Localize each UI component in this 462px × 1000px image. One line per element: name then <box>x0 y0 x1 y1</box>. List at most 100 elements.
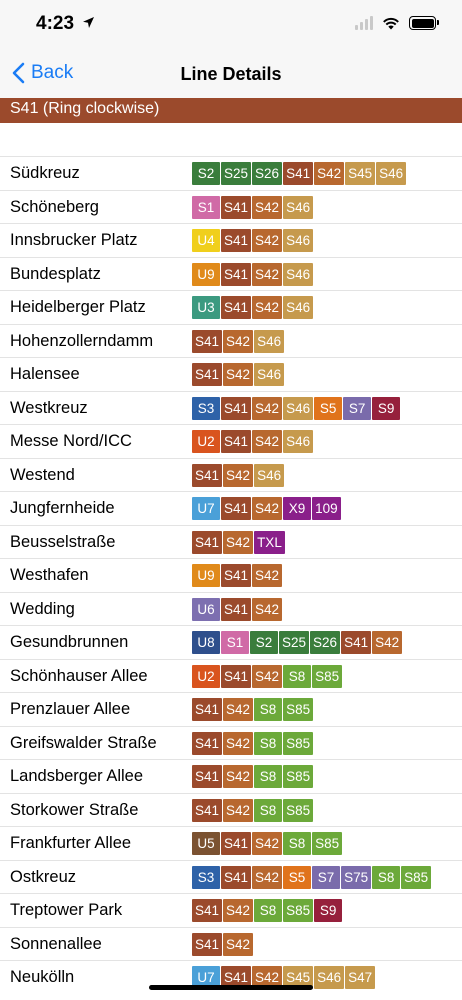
line-badge: S41 <box>221 262 252 286</box>
line-badge: S42 <box>252 597 283 621</box>
line-badge: S26 <box>252 162 283 185</box>
line-badge: S42 <box>252 966 283 989</box>
station-name: Greifswalder Straße <box>10 733 157 752</box>
line-badge: U6 <box>192 597 220 621</box>
line-badge: S42 <box>223 731 254 755</box>
line-badges: U9 S41 S42 S46 <box>192 262 314 286</box>
line-badge: S85 <box>283 899 314 922</box>
line-badge: S85 <box>283 698 314 721</box>
line-badge: S42 <box>314 162 345 185</box>
line-badge: S42 <box>252 396 283 420</box>
status-bar: 4:23 <box>0 0 462 50</box>
line-badge: S9 <box>372 396 401 420</box>
line-badges: S2 S25 S26 S41 S42 S45 S46 <box>192 162 407 185</box>
station-row[interactable]: Innsbrucker Platz U4 S41 S42 S46 <box>0 223 462 257</box>
line-badges: S41 S42 S46 <box>192 363 285 386</box>
station-name: Jungfernheide <box>10 499 115 517</box>
line-badge: S41 <box>221 832 252 855</box>
line-badge: S41 <box>192 698 223 721</box>
station-row[interactable]: Greifswalder Straße S41 S42 S8 S85 <box>0 725 462 760</box>
station-row[interactable]: Beusselstraße S41 S42 TXL <box>0 524 462 559</box>
station-row[interactable]: Hohenzollerndamm S41 S42 S46 <box>0 323 462 358</box>
line-badge: S42 <box>223 463 254 487</box>
station-row[interactable]: Prenzlauer Allee S41 S42 S8 S85 <box>0 692 462 726</box>
line-badge: X9 <box>283 497 312 520</box>
station-name: Westhafen <box>10 566 89 584</box>
station-row[interactable]: Neukölln U7 S41 S42 S45 S46 S47 <box>0 960 462 994</box>
navigation-bar: Back Line Details <box>0 50 462 98</box>
line-badge: S41 <box>341 631 372 654</box>
home-indicator[interactable] <box>149 985 313 990</box>
station-row[interactable]: Südkreuz S2 S25 S26 S41 S42 S45 S46 <box>0 156 462 190</box>
station-row[interactable]: Halensee S41 S42 S46 <box>0 357 462 391</box>
line-badges: U8 S1 S2 S25 S26 S41 S42 <box>192 631 403 654</box>
line-badge: S42 <box>252 195 283 219</box>
line-badge: S7 <box>343 396 372 420</box>
wifi-icon <box>383 17 399 30</box>
line-badge: S2 <box>250 631 278 654</box>
line-badge: S41 <box>283 162 314 185</box>
station-name: Treptower Park <box>10 901 123 919</box>
station-row[interactable]: Wedding U6 S41 S42 <box>0 591 462 626</box>
status-indicators <box>355 16 439 30</box>
line-badge: U4 <box>192 229 220 252</box>
line-badge: S75 <box>341 865 372 889</box>
line-badge: U8 <box>192 631 220 654</box>
line-badge: S26 <box>310 631 341 654</box>
line-badge: U5 <box>192 832 220 855</box>
station-row[interactable]: Storkower Straße S41 S42 S8 S85 <box>0 792 462 827</box>
station-row[interactable]: Sonnenallee S41 S42 <box>0 926 462 961</box>
line-badge: S8 <box>283 832 312 855</box>
station-row[interactable]: Schönhauser Allee U2 S41 S42 S8 S85 <box>0 658 462 693</box>
station-row[interactable]: Bundesplatz U9 S41 S42 S46 <box>0 256 462 291</box>
station-row[interactable]: Schöneberg S1 S41 S42 S46 <box>0 189 462 224</box>
line-badges: U7 S41 S42 S45 S46 S47 <box>192 966 376 989</box>
line-badge: S85 <box>283 731 314 755</box>
station-row[interactable]: Westend S41 S42 S46 <box>0 457 462 492</box>
line-badge: S46 <box>254 463 285 487</box>
line-badges: U2 S41 S42 S46 <box>192 430 314 453</box>
station-row[interactable]: Heidelberger Platz U3 S41 S42 S46 <box>0 290 462 324</box>
station-row[interactable]: Westkreuz S3 S41 S42 S46 S5 S7 S9 <box>0 390 462 425</box>
line-badges: S41 S42 S46 <box>192 329 285 353</box>
page-title: Line Details <box>180 64 282 84</box>
line-badge: S5 <box>314 396 343 420</box>
line-badge: S42 <box>223 363 254 386</box>
station-name: Neukölln <box>10 968 75 986</box>
line-badge: S1 <box>192 195 220 219</box>
line-badge: S8 <box>254 798 283 822</box>
line-badge: S8 <box>254 698 283 721</box>
line-badge: S41 <box>221 966 252 989</box>
line-badge: S25 <box>279 631 310 654</box>
line-badge: S41 <box>221 229 252 252</box>
station-name: Bundesplatz <box>10 264 101 283</box>
station-name: Hohenzollerndamm <box>10 331 154 350</box>
status-time: 4:23 <box>36 13 75 34</box>
line-badge: U2 <box>192 664 220 688</box>
line-badge: S5 <box>283 865 312 889</box>
line-header: S41 (Ring clockwise) <box>0 98 462 123</box>
battery-icon <box>409 16 439 30</box>
station-row[interactable]: Landsberger Allee S41 S42 S8 S85 <box>0 759 462 793</box>
line-badge: S41 <box>192 798 223 822</box>
line-badge: S42 <box>252 229 283 252</box>
line-badge: S85 <box>401 865 432 889</box>
back-button[interactable]: Back <box>12 62 73 84</box>
station-name: Storkower Straße <box>10 800 139 819</box>
station-row[interactable]: Ostkreuz S3 S41 S42 S5 S7 S75 S8 S85 <box>0 859 462 894</box>
station-row[interactable]: Messe Nord/ICC U2 S41 S42 S46 <box>0 424 462 458</box>
line-badge: S2 <box>192 162 220 185</box>
line-badges: S3 S41 S42 S46 S5 S7 S9 <box>192 396 401 420</box>
station-row[interactable]: Frankfurter Allee U5 S41 S42 S8 S85 <box>0 826 462 860</box>
line-badges: U6 S41 S42 <box>192 597 283 621</box>
line-badge: U7 <box>192 966 220 989</box>
line-badge: S41 <box>221 195 252 219</box>
station-row[interactable]: Treptower Park S41 S42 S8 S85 S9 <box>0 893 462 927</box>
station-row[interactable]: Jungfernheide U7 S41 S42 X9 109 <box>0 491 462 525</box>
line-badge: S42 <box>372 631 403 654</box>
line-badge: S42 <box>223 899 254 922</box>
station-row[interactable]: Westhafen U9 S41 S42 <box>0 558 462 592</box>
station-row[interactable]: Gesundbrunnen U8 S1 S2 S25 S26 S41 S42 <box>0 625 462 659</box>
line-badge: S8 <box>254 899 283 922</box>
line-badge: S41 <box>192 463 223 487</box>
